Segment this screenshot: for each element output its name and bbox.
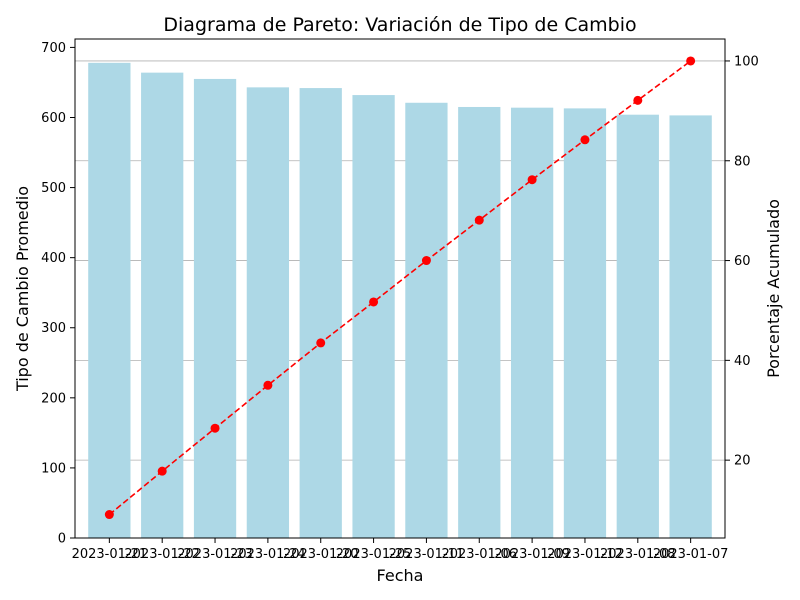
bar [299,88,342,538]
x-axis-label: Fecha [377,566,424,585]
cumulative-point [157,466,167,476]
left-tick-label: 0 [58,532,66,547]
left-tick-label: 100 [41,461,66,476]
right-tick-label: 40 [734,354,751,369]
cumulative-point [527,175,537,185]
left-tick-label: 200 [41,391,66,406]
bar [510,107,554,538]
bar [88,62,131,539]
cumulative-point [474,215,484,225]
left-tick-label: 400 [41,251,66,266]
cumulative-point [210,423,220,433]
x-tick-label: 2023-01-08 [600,547,676,562]
bar [563,108,607,539]
left-tick-label: 600 [41,111,66,126]
cumulative-point [580,135,590,145]
bar [405,102,448,539]
right-tick-label: 20 [734,454,751,469]
bar [616,114,659,538]
left-tick-label: 500 [41,181,66,196]
bar [246,87,290,538]
right-tick-label: 100 [734,54,759,69]
cumulative-point [686,56,696,66]
cumulative-point [263,380,273,390]
cumulative-point [633,95,643,105]
x-tick-label: 2023-01-06 [441,547,517,562]
cumulative-line-layer [104,56,696,520]
bar [669,115,712,539]
bars-layer [88,62,712,539]
right-tick-label: 80 [734,154,751,169]
x-tick-label: 2023-01-11 [389,547,465,562]
x-tick-label: 2023-01-21 [72,547,148,562]
bar [458,106,501,538]
cumulative-point [104,510,114,520]
left-tick-label: 700 [41,41,66,56]
x-tick-label: 2023-01-25 [336,547,412,562]
x-tick-label: 2023-01-20 [283,547,359,562]
bar [352,95,395,538]
x-tick-label: 2023-01-09 [494,547,570,562]
cumulative-point [316,338,326,348]
left-axis: 0 100 200 300 400 500 600 700 [41,41,75,547]
right-axis: 20 40 60 80 100 [725,54,759,469]
x-tick-label: 2023-01-23 [177,547,253,562]
cumulative-line [108,60,692,516]
x-tick-label: 2023-01-07 [653,547,729,562]
plot-frame [74,38,726,539]
x-tick-label: 2023-01-22 [124,547,200,562]
x-tick-label: 2023-01-24 [230,547,306,562]
y-axis-label: Tipo de Cambio Promedio [13,186,32,392]
x-axis: 2023-01-212023-01-222023-01-232023-01-24… [72,538,729,562]
y2-axis-label: Porcentaje Acumulado [764,199,783,378]
bar [193,78,237,539]
cumulative-point [421,256,431,266]
x-tick-label: 2023-01-12 [547,547,623,562]
right-tick-label: 60 [734,254,751,269]
cumulative-point [369,297,379,307]
chart-title: Diagrama de Pareto: Variación de Tipo de… [163,14,636,36]
left-tick-label: 300 [41,321,66,336]
